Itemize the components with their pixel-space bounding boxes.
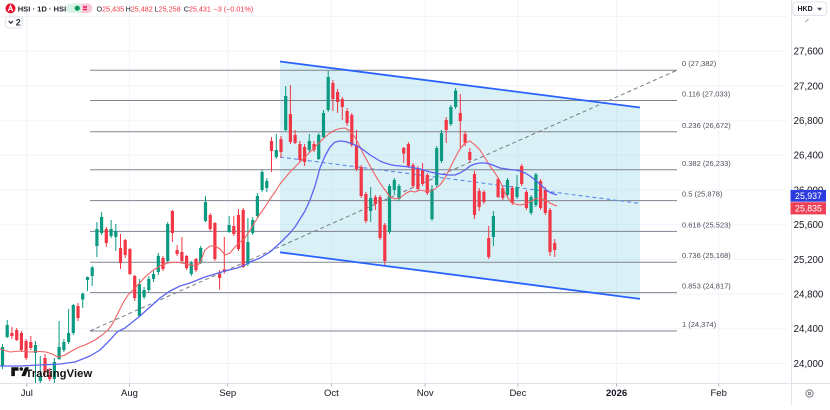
svg-text:TradingView: TradingView (26, 368, 93, 380)
svg-text:24,400: 24,400 (794, 324, 824, 335)
svg-text:Jul: Jul (21, 388, 33, 399)
svg-text:26,800: 26,800 (794, 116, 824, 127)
svg-text:Oct: Oct (324, 388, 339, 399)
svg-text:0.236 (26,672): 0.236 (26,672) (682, 121, 731, 130)
svg-text:Nov: Nov (417, 388, 434, 399)
svg-text:25,835: 25,835 (795, 204, 822, 214)
svg-text:0.116 (27,033): 0.116 (27,033) (682, 90, 731, 99)
svg-text:25,600: 25,600 (794, 220, 824, 231)
svg-text:0.618 (25,523): 0.618 (25,523) (682, 220, 731, 229)
svg-text:25,200: 25,200 (794, 255, 824, 266)
svg-text:Feb: Feb (711, 388, 727, 399)
svg-text:2: 2 (16, 18, 21, 28)
svg-text:2026: 2026 (606, 388, 627, 399)
svg-text:HKD: HKD (798, 6, 813, 13)
svg-text:24,800: 24,800 (794, 290, 824, 301)
svg-text:1 (24,374): 1 (24,374) (682, 320, 717, 329)
svg-text:24,000: 24,000 (794, 359, 824, 370)
svg-text:0.853 (24,817): 0.853 (24,817) (682, 282, 731, 291)
svg-text:26,400: 26,400 (794, 151, 824, 162)
svg-text:0.736 (25,168): 0.736 (25,168) (682, 251, 731, 260)
svg-text:Dec: Dec (509, 388, 526, 399)
svg-text:27,200: 27,200 (794, 81, 824, 92)
svg-text:Sep: Sep (219, 388, 236, 399)
svg-text:HSI · 1D · HSI: HSI · 1D · HSI (18, 4, 67, 13)
svg-text:0.5 (25,878): 0.5 (25,878) (682, 190, 723, 199)
svg-text:27,600: 27,600 (794, 47, 824, 58)
svg-text:0 (27,382): 0 (27,382) (682, 59, 717, 68)
svg-text:25,937: 25,937 (795, 191, 822, 201)
svg-text:Aug: Aug (121, 388, 138, 399)
svg-text:0.382 (26,233): 0.382 (26,233) (682, 159, 731, 168)
